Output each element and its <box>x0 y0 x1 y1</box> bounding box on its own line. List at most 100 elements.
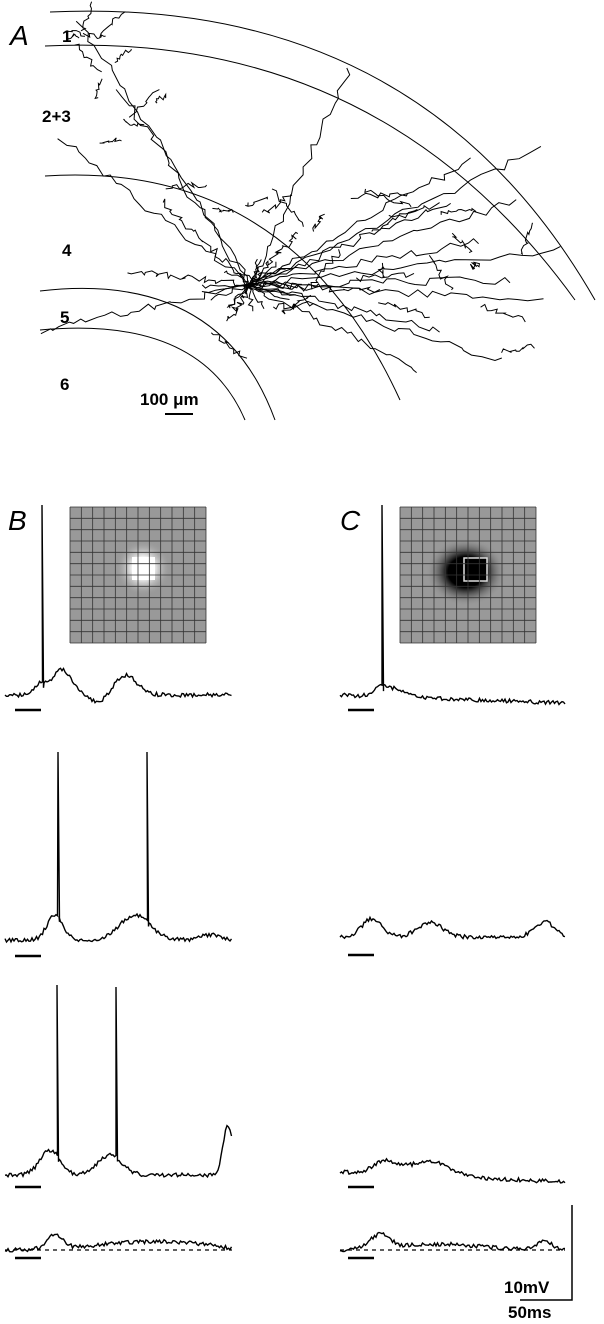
panel-label: B <box>8 505 27 536</box>
dendrite <box>469 261 480 270</box>
dendrite <box>364 188 412 208</box>
dendrite <box>82 32 106 40</box>
dendrite <box>247 284 254 312</box>
dendrite <box>249 276 511 289</box>
dendrite <box>201 283 252 289</box>
dendrite <box>310 249 341 290</box>
stimulus-square <box>463 557 488 582</box>
stimulus-square <box>132 557 155 580</box>
dendrite <box>245 196 268 207</box>
layer-label: 1 <box>62 27 71 46</box>
dendrite <box>271 188 304 227</box>
dendrite <box>520 222 533 256</box>
dendrite <box>252 261 277 285</box>
layer-label: 5 <box>60 308 69 327</box>
dendrite <box>201 284 249 294</box>
dendrite <box>210 283 249 301</box>
dendrite <box>212 207 234 214</box>
voltage-trace <box>339 1231 566 1253</box>
layer-label: 6 <box>60 375 69 394</box>
scale-label: 100 μm <box>140 390 199 409</box>
layer-label: 2+3 <box>42 107 71 126</box>
scale-bar <box>520 1205 573 1301</box>
dendrite <box>440 207 477 215</box>
dendrite <box>66 30 86 37</box>
panel-label: A <box>8 20 29 51</box>
dendrite <box>377 262 386 278</box>
scale-label: 10mV <box>504 1278 550 1297</box>
dendrite <box>428 255 454 291</box>
dendrite <box>114 48 132 64</box>
dendrite <box>312 213 325 232</box>
layer-label: 4 <box>62 241 72 260</box>
dendrite <box>248 231 299 289</box>
dendrite <box>378 302 430 319</box>
dendrite <box>501 343 535 353</box>
layer-border <box>39 327 246 421</box>
voltage-trace <box>339 1157 566 1184</box>
dendrite <box>226 282 251 322</box>
dendrite <box>248 284 417 373</box>
dendrite <box>127 270 250 288</box>
voltage-traces <box>4 504 566 1260</box>
dendrite <box>249 202 451 282</box>
voltage-trace <box>4 1233 233 1253</box>
voltage-trace <box>339 915 566 940</box>
dendrite <box>226 284 251 308</box>
voltage-trace <box>4 751 233 944</box>
panel-label: C <box>340 505 361 536</box>
dendrite <box>281 294 312 315</box>
dendrite <box>115 89 248 289</box>
dendrite <box>247 282 381 293</box>
dendrite <box>250 199 517 286</box>
dendrite <box>246 145 542 290</box>
dendrite <box>249 268 286 284</box>
cortical-layer-borders <box>39 10 596 421</box>
dendrite <box>162 198 254 287</box>
dendrite <box>227 282 250 309</box>
dendrite <box>94 78 103 100</box>
dendrite <box>250 67 351 287</box>
dendrite <box>75 20 249 286</box>
dendrite <box>249 282 296 296</box>
dendrite <box>350 192 408 199</box>
dendrite <box>128 89 160 118</box>
dendrite <box>210 332 248 359</box>
dendrite <box>246 246 561 287</box>
dendrite <box>480 303 526 323</box>
dendrite <box>66 32 80 40</box>
dendrite <box>99 11 126 38</box>
dendrite <box>80 1 93 32</box>
voltage-trace <box>4 504 232 704</box>
neuron-reconstruction <box>40 1 561 373</box>
dendrite <box>249 259 262 284</box>
dendrite <box>371 209 418 232</box>
voltage-trace <box>4 984 233 1179</box>
dendrite <box>123 118 145 127</box>
dendrite <box>249 286 265 309</box>
layer-border <box>39 287 276 421</box>
dendrite <box>252 238 479 286</box>
dendrite <box>355 272 415 283</box>
scale-label: 50ms <box>508 1303 551 1322</box>
dendrite <box>99 137 122 144</box>
dendrite <box>272 300 318 310</box>
dendrite <box>165 181 208 190</box>
dendrite <box>223 270 261 281</box>
dendrite <box>40 282 254 335</box>
layer-border <box>44 174 401 401</box>
dendrite <box>74 43 102 73</box>
pia-border <box>49 10 596 301</box>
dendrite <box>155 92 167 104</box>
stimulus-grid <box>399 506 537 644</box>
dendrite <box>451 232 473 254</box>
dendrite <box>250 282 290 300</box>
dendrite <box>251 157 471 288</box>
dendrite <box>57 138 249 283</box>
voltage-trace <box>339 504 566 706</box>
stimulus-grid <box>69 506 207 644</box>
dendrite <box>261 194 293 214</box>
dendrite <box>248 281 302 288</box>
layer-border <box>44 44 576 301</box>
